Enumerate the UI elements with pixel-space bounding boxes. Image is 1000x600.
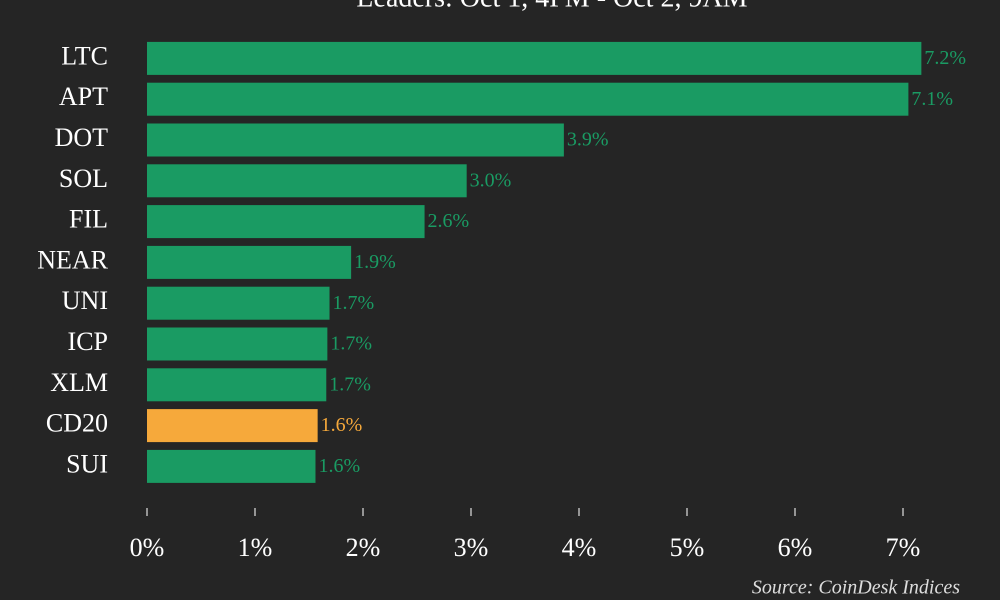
x-tick-label: 4% (562, 533, 597, 562)
y-tick-label: SOL (59, 164, 108, 193)
x-tick-label: 0% (130, 533, 165, 562)
value-label: 1.7% (330, 333, 372, 355)
bar (147, 205, 425, 239)
bar (147, 286, 330, 320)
x-tick-label: 5% (670, 533, 705, 562)
bar (147, 449, 316, 483)
y-tick-label: LTC (61, 41, 108, 70)
bar (147, 245, 352, 279)
bar (147, 82, 909, 116)
value-label: 1.6% (321, 414, 363, 436)
y-tick-label: APT (59, 82, 108, 111)
value-label: 1.7% (329, 373, 371, 395)
x-tick-label: 2% (346, 533, 381, 562)
source: Source: CoinDesk Indices (752, 577, 960, 599)
bar (147, 368, 327, 402)
value-label: 3.9% (567, 129, 609, 151)
value-label: 7.2% (924, 47, 966, 69)
bar (147, 409, 318, 443)
y-tick-label: CD20 (46, 409, 108, 438)
y-tick-label: XLM (50, 368, 108, 397)
x-tick-label: 1% (238, 533, 273, 562)
x-tick-label: 3% (454, 533, 489, 562)
value-label: 1.7% (333, 292, 375, 314)
y-tick-label: UNI (62, 286, 108, 315)
y-tick-label: FIL (69, 205, 108, 234)
chart-title: Leaders: Oct 1, 4PM - Oct 2, 9AM (356, 0, 747, 13)
y-tick-label: SUI (66, 449, 108, 478)
value-label: 7.1% (911, 88, 953, 110)
y-tick-label: DOT (55, 123, 109, 152)
value-label: 1.9% (354, 251, 396, 273)
x-tick-label: 6% (778, 533, 813, 562)
bar (147, 327, 328, 361)
bar (147, 123, 564, 157)
y-tick-label: NEAR (37, 245, 108, 274)
value-label: 1.6% (318, 455, 360, 477)
bar (147, 164, 467, 198)
value-label: 3.0% (470, 169, 512, 191)
y-tick-label: ICP (68, 327, 108, 356)
value-label: 2.6% (428, 210, 470, 232)
bar (147, 41, 922, 75)
x-tick-label: 7% (886, 533, 921, 562)
